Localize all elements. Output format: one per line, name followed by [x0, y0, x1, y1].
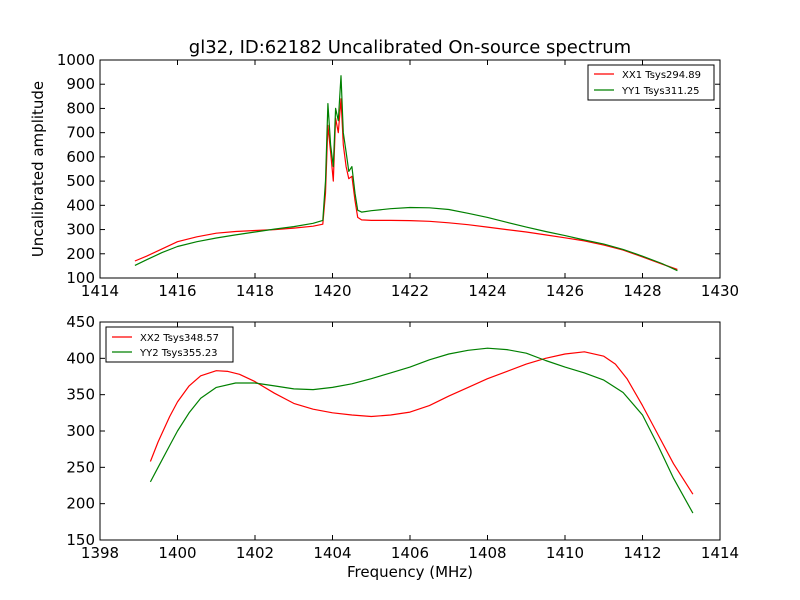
bottom-x-tick-label: 1400 — [158, 544, 196, 562]
bottom-x-tick-label: 1414 — [701, 544, 739, 562]
top-y-tick-label: 700 — [66, 124, 95, 142]
top-axes-frame — [99, 59, 721, 279]
top-legend: XX1 Tsys294.89 YY1 Tsys311.25 — [587, 64, 715, 101]
top-x-tick-label: 1414 — [81, 282, 119, 300]
bottom-series-line-1 — [149, 351, 694, 495]
top-x-tick-label: 1426 — [546, 282, 584, 300]
top-x-tick-label: 1430 — [701, 282, 739, 300]
top-x-tick-label: 1424 — [468, 282, 506, 300]
top-ticks-layer: 1414 1416 1418 1420 1422 1424 1426 1428 1430 100 2… — [57, 51, 739, 300]
top-legend-box — [587, 64, 715, 101]
bottom-y-tick-label: 450 — [66, 313, 95, 331]
top-y-tick-label: 1000 — [57, 51, 95, 69]
bottom-x-tick-label: 1406 — [391, 544, 429, 562]
top-y-tick-label: 900 — [66, 75, 95, 93]
top-y-tick-label: 400 — [66, 196, 95, 214]
bottom-y-tick-label: 200 — [66, 495, 95, 513]
top-series-line-1 — [134, 98, 678, 271]
top-x-tick-label: 1420 — [313, 282, 351, 300]
top-series-line-2 — [134, 75, 678, 272]
bottom-series-layer — [149, 347, 694, 514]
bottom-y-tick-label: 300 — [66, 422, 95, 440]
bottom-x-tick-label: 1410 — [546, 544, 584, 562]
top-x-tick-label: 1428 — [623, 282, 661, 300]
bottom-y-tick-label: 250 — [66, 458, 95, 476]
bottom-legend: XX2 Tsys348.57 YY2 Tsys355.23 — [105, 326, 234, 363]
top-series-layer — [134, 75, 678, 272]
top-spectrum-panel: gl32, ID:62182 Uncalibrated On-source sp… — [29, 37, 739, 300]
top-legend-label-xx1: XX1 Tsys294.89 — [622, 70, 701, 81]
bottom-x-tick-label: 1404 — [313, 544, 351, 562]
bottom-legend-label-xx2: XX2 Tsys348.57 — [140, 333, 219, 344]
bottom-series-line-2 — [149, 347, 694, 514]
bottom-y-tick-label: 400 — [66, 349, 95, 367]
bottom-x-tick-label: 1412 — [623, 544, 661, 562]
bottom-ticks-layer: 1398 1400 1402 1404 1406 1408 1410 1412 1414 150 2… — [66, 313, 739, 562]
bottom-legend-label-yy2: YY2 Tsys355.23 — [139, 348, 218, 359]
top-y-tick-label: 300 — [66, 221, 95, 239]
top-x-tick-label: 1418 — [236, 282, 274, 300]
bottom-x-tick-label: 1402 — [236, 544, 274, 562]
bottom-x-tick-label: 1398 — [81, 544, 119, 562]
bottom-x-axis-label: Frequency (MHz) — [347, 563, 473, 581]
top-x-tick-label: 1422 — [391, 282, 429, 300]
top-y-tick-label: 100 — [66, 269, 95, 287]
bottom-y-tick-label: 150 — [66, 531, 95, 549]
bottom-spectrum-panel: Frequency (MHz) 1398 1400 1402 1404 1406 1408… — [66, 313, 739, 581]
top-y-axis-label: Uncalibrated amplitude — [29, 81, 47, 257]
top-y-tick-label: 200 — [66, 245, 95, 263]
bottom-axes-frame — [99, 321, 721, 541]
top-y-tick-label: 800 — [66, 99, 95, 117]
top-y-tick-label: 600 — [66, 148, 95, 166]
bottom-y-tick-label: 350 — [66, 386, 95, 404]
top-legend-label-yy1: YY1 Tsys311.25 — [621, 86, 700, 97]
bottom-x-tick-label: 1408 — [468, 544, 506, 562]
top-x-tick-label: 1416 — [158, 282, 196, 300]
bottom-legend-box — [105, 326, 234, 363]
top-y-tick-label: 500 — [66, 172, 95, 190]
figure-title: gl32, ID:62182 Uncalibrated On-source sp… — [189, 37, 631, 58]
